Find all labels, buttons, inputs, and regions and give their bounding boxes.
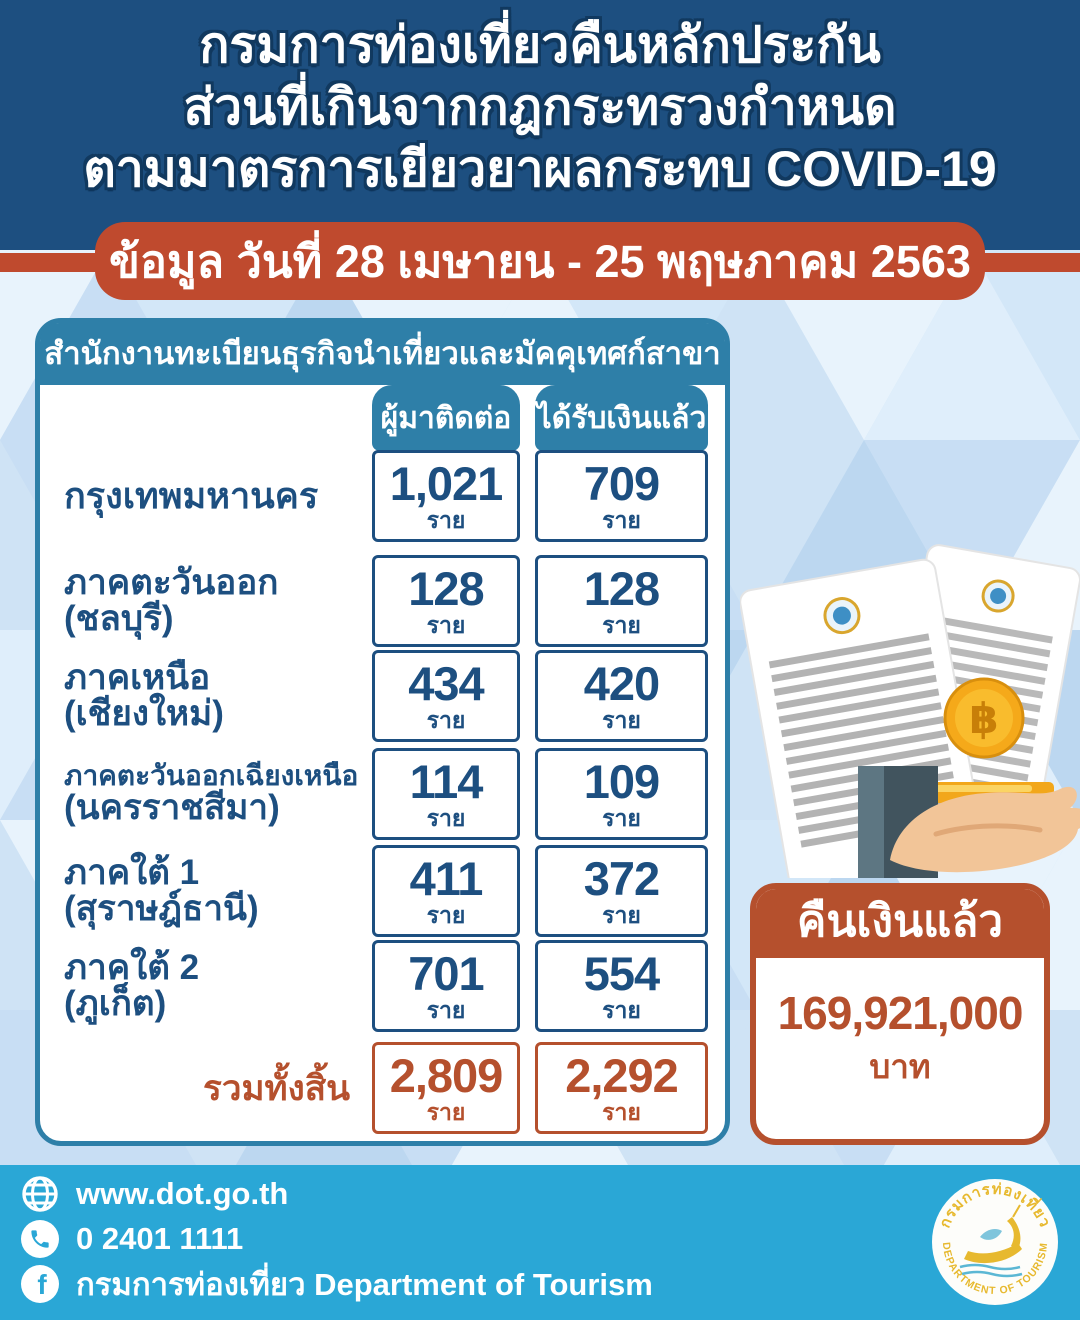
date-banner: ข้อมูล วันที่ 28 เมษายน - 25 พฤษภาคม 256… xyxy=(95,222,985,300)
value-box-received: 709 ราย xyxy=(535,450,708,542)
refund-title: คืนเงินแล้ว xyxy=(756,889,1044,958)
total-box-contacted: 2,809 ราย xyxy=(372,1042,520,1134)
value-box-received: 420 ราย xyxy=(535,650,708,742)
footer: www.dot.go.th 0 2401 1111 f กรมการท่องเท… xyxy=(0,1165,1080,1320)
table-row: ภาคใต้ 1 (สุราษฎ์ธานี) 411 ราย 372 ราย xyxy=(40,845,725,937)
website-text: www.dot.go.th xyxy=(76,1176,289,1211)
table-title: สำนักงานทะเบียนธุรกิจนำเที่ยวและมัคคุเทศ… xyxy=(40,323,725,385)
globe-icon xyxy=(22,1176,58,1212)
column-header-contacted: ผู้มาติดต่อ xyxy=(372,385,520,451)
region-label: ภาคใต้ 1 (สุราษฎ์ธานี) xyxy=(64,852,259,928)
total-label: รวมทั้งสิ้น xyxy=(203,1068,350,1108)
title-line-3: ตามมาตรการเยียวยาผลกระทบ COVID-19 xyxy=(83,141,997,197)
refund-unit: บาท xyxy=(869,1048,931,1085)
value-box-received: 128 ราย xyxy=(535,555,708,647)
table-panel: สำนักงานทะเบียนธุรกิจนำเที่ยวและมัคคุเทศ… xyxy=(35,318,730,1146)
value-box-received: 109 ราย xyxy=(535,748,708,840)
table-row: กรุงเทพมหานคร 1,021 ราย 709 ราย xyxy=(40,450,725,542)
region-label: ภาคตะวันออกเฉียงเหนือ (นครราชสีมา) xyxy=(64,760,359,828)
documents-money-illustration: ฿ xyxy=(740,544,1080,878)
value-box-contacted: 701 ราย xyxy=(372,940,520,1032)
refund-body: 169,921,000 บาท xyxy=(756,958,1044,1093)
value-box-contacted: 128 ราย xyxy=(372,555,520,647)
value-box-received: 554 ราย xyxy=(535,940,708,1032)
value-box-contacted: 434 ราย xyxy=(372,650,520,742)
value-box-received: 372 ราย xyxy=(535,845,708,937)
facebook-text: กรมการท่องเที่ยว Department of Tourism xyxy=(76,1267,653,1302)
title-line-2: ส่วนที่เกินจากกฎกระทรวงกำหนด xyxy=(183,79,897,135)
region-label: กรุงเทพมหานคร xyxy=(64,475,319,517)
table-row: ภาคเหนือ (เชียงใหม่) 434 ราย 420 ราย xyxy=(40,650,725,742)
phone-text: 0 2401 1111 xyxy=(76,1221,244,1256)
dot-logo: กรมการท่องเที่ยว DEPARTMENT OF TOURISM xyxy=(930,1177,1060,1307)
website-row: www.dot.go.th xyxy=(20,1175,653,1213)
royal-barge-art xyxy=(959,1204,1023,1278)
total-box-received: 2,292 ราย xyxy=(535,1042,708,1134)
contact-list: www.dot.go.th 0 2401 1111 f กรมการท่องเท… xyxy=(20,1175,653,1303)
region-label: ภาคใต้ 2 (ภูเก็ต) xyxy=(64,947,200,1023)
table-row: ภาคตะวันออก (ชลบุรี) 128 ราย 128 ราย xyxy=(40,555,725,647)
hand-icon xyxy=(858,766,1080,878)
baht-coin-icon: ฿ xyxy=(943,677,1025,759)
svg-text:f: f xyxy=(37,1269,47,1300)
date-banner-text: ข้อมูล วันที่ 28 เมษายน - 25 พฤษภาคม 256… xyxy=(109,236,971,287)
refund-box: คืนเงินแล้ว 169,921,000 บาท xyxy=(750,883,1050,1145)
table-total-row: รวมทั้งสิ้น 2,809 ราย 2,292 ราย xyxy=(40,1042,725,1134)
phone-icon xyxy=(21,1220,59,1258)
table-row: ภาคใต้ 2 (ภูเก็ต) 701 ราย 554 ราย xyxy=(40,940,725,1032)
facebook-icon: f xyxy=(21,1265,59,1303)
region-label: ภาคเหนือ (เชียงใหม่) xyxy=(64,657,224,733)
column-header-received: ได้รับเงินแล้ว xyxy=(535,385,708,451)
value-box-contacted: 1,021 ราย xyxy=(372,450,520,542)
phone-row: 0 2401 1111 xyxy=(20,1220,653,1258)
table-row: ภาคตะวันออกเฉียงเหนือ (นครราชสีมา) 114 ร… xyxy=(40,748,725,840)
region-label: ภาคตะวันออก (ชลบุรี) xyxy=(64,562,279,638)
refund-amount: 169,921,000 xyxy=(777,987,1024,1039)
title-banner: กรมการท่องเที่ยวคืนหลักประกัน ส่วนที่เกิ… xyxy=(0,0,1080,250)
facebook-row: f กรมการท่องเที่ยว Department of Tourism xyxy=(20,1265,653,1303)
svg-text:฿: ฿ xyxy=(969,694,998,743)
title-line-1: กรมการท่องเที่ยวคืนหลักประกัน xyxy=(199,17,881,73)
value-box-contacted: 114 ราย xyxy=(372,748,520,840)
value-box-contacted: 411 ราย xyxy=(372,845,520,937)
